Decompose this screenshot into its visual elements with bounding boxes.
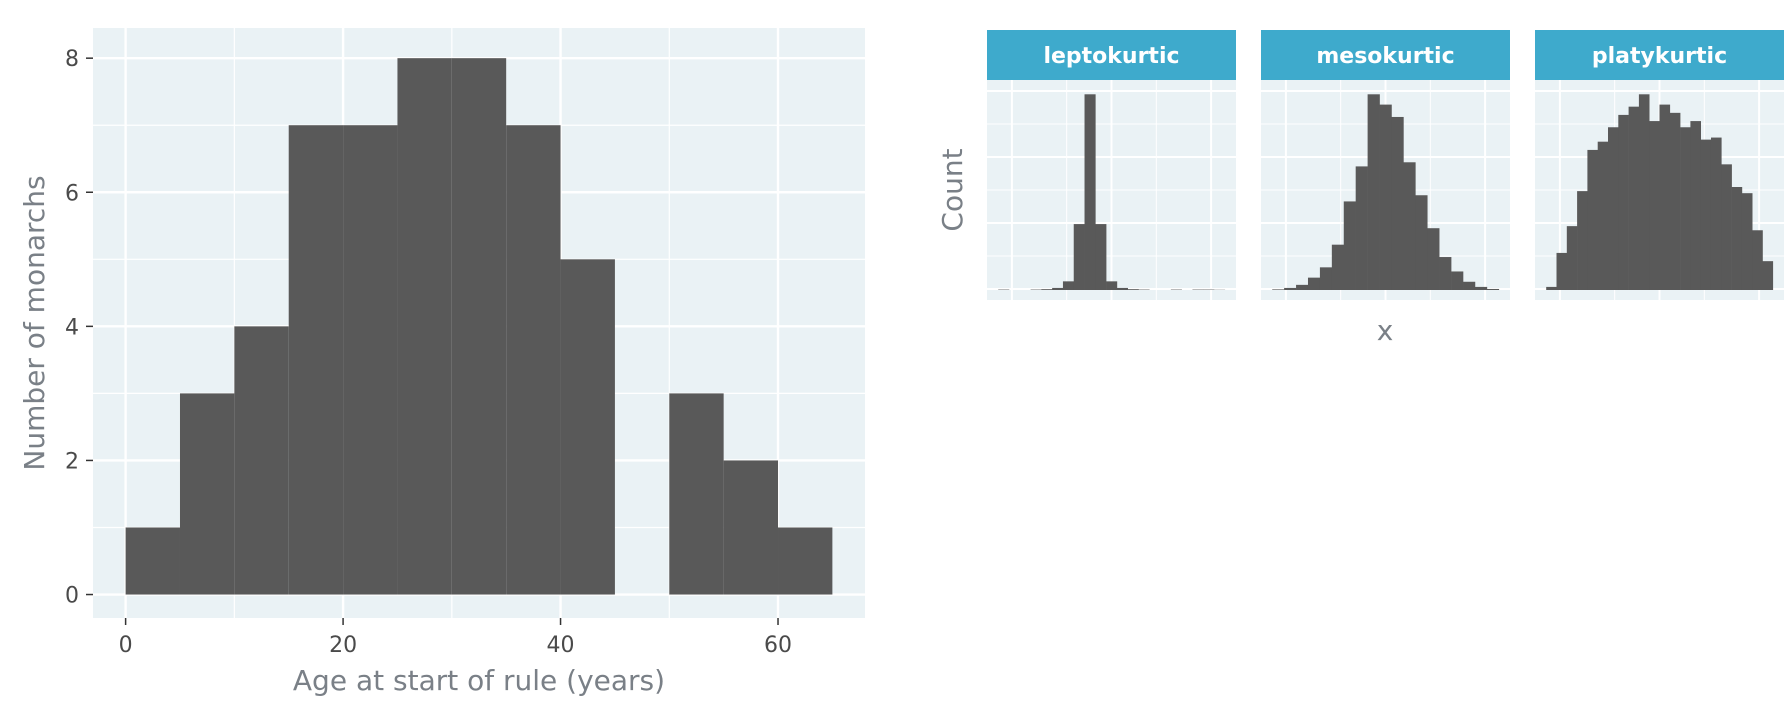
histogram-bar: [1618, 114, 1629, 291]
histogram-bar: [1608, 127, 1619, 290]
histogram-bar: [1284, 287, 1297, 290]
faceted-histograms: leptokurtic mesokurtic platykurtic x Cou…: [936, 30, 1784, 347]
histogram-bar: [1343, 201, 1356, 290]
facet-panel-platykurtic: platykurtic: [1535, 30, 1784, 300]
histogram-bar: [1319, 267, 1333, 290]
histogram-bar: [778, 527, 833, 595]
histogram-bar: [1062, 281, 1075, 290]
histogram-bars: [125, 58, 833, 595]
histogram-bar: [179, 393, 235, 595]
histogram-bar: [1427, 228, 1440, 290]
histogram-bar: [1700, 139, 1712, 290]
y-axis-ticks: 0 2 4 6 8: [65, 47, 93, 609]
histogram-bar: [1127, 289, 1139, 290]
histogram-bar: [1721, 164, 1732, 290]
histogram-bar: [1391, 116, 1404, 291]
facet-strip: [1535, 30, 1784, 80]
histogram-bar: [1577, 191, 1588, 290]
facet-strip: [987, 30, 1236, 80]
histogram-bar: [1566, 226, 1578, 290]
y-tick-label: 6: [65, 181, 79, 206]
x-axis-title: Age at start of rule (years): [293, 664, 665, 697]
x-tick-label: 40: [547, 633, 575, 658]
histogram-bar: [1451, 271, 1464, 290]
histogram-bar: [560, 259, 615, 595]
histogram-bar: [1355, 166, 1368, 290]
x-tick-label: 0: [119, 633, 133, 658]
histogram-bar: [397, 58, 452, 595]
histogram-bar: [1752, 230, 1763, 290]
histogram-bar: [1731, 187, 1743, 290]
y-tick-label: 8: [65, 47, 79, 72]
histogram-bar: [1331, 244, 1345, 290]
facet-x-axis-title: x: [1377, 314, 1394, 347]
histogram-bar: [1546, 286, 1557, 290]
histogram-bar: [1403, 162, 1416, 290]
y-tick-label: 2: [65, 449, 79, 474]
left-histogram: 0 20 40 60 0 2 4 6 8 Age at start of rule (year…: [18, 28, 865, 697]
histogram-bar: [1710, 137, 1722, 290]
histogram-bar: [1272, 289, 1285, 290]
histogram-bar: [1690, 121, 1701, 290]
histogram-bar: [1379, 104, 1392, 290]
facet-strip-label: leptokurtic: [1043, 44, 1179, 69]
histogram-bar: [1669, 112, 1681, 290]
histogram-bar: [1741, 193, 1753, 290]
histogram-bar: [1762, 261, 1774, 290]
histogram-bar: [1041, 289, 1053, 290]
histogram-bar: [1084, 94, 1096, 290]
histogram-bar: [1307, 277, 1321, 290]
histogram-bar: [1095, 224, 1107, 290]
facet-strip-label: mesokurtic: [1316, 44, 1454, 69]
y-axis-title: Number of monarchs: [18, 175, 51, 470]
histogram-bar: [1486, 288, 1500, 290]
histogram-bar: [343, 125, 398, 595]
x-tick-label: 20: [329, 633, 357, 658]
histogram-bar: [1296, 284, 1309, 290]
histogram-bar: [1116, 287, 1128, 290]
histogram-bar: [1073, 224, 1085, 290]
histogram-bar: [125, 527, 180, 595]
histogram-bar: [669, 393, 724, 595]
histogram-bar: [288, 125, 344, 595]
x-tick-label: 60: [764, 633, 792, 658]
histogram-bar: [1659, 104, 1671, 290]
histogram-bar: [1106, 281, 1118, 290]
histogram-bar: [1463, 281, 1476, 290]
histogram-bar: [1587, 149, 1599, 290]
histogram-bar: [1597, 141, 1609, 290]
histogram-bar: [1367, 94, 1380, 290]
histogram-bar: [1415, 195, 1428, 290]
x-axis-ticks: 0 20 40 60: [119, 618, 792, 658]
histogram-bar: [1052, 287, 1064, 290]
histogram-bar: [506, 125, 561, 595]
facet-panel-mesokurtic: mesokurtic: [1261, 30, 1510, 300]
facet-strip-label: platykurtic: [1592, 44, 1727, 69]
histogram-bar: [234, 326, 289, 595]
facet-panel-leptokurtic: leptokurtic: [987, 30, 1236, 300]
y-tick-label: 0: [65, 584, 79, 609]
y-tick-label: 4: [65, 315, 79, 340]
histogram-bar: [451, 58, 507, 595]
histogram-bar: [1439, 257, 1452, 290]
histogram-bar: [723, 460, 779, 595]
histogram-bar: [1474, 286, 1488, 290]
histogram-bar: [1556, 252, 1568, 290]
histogram-bar: [1649, 121, 1660, 290]
facet-strip: [1261, 30, 1510, 80]
histogram-bar: [1638, 94, 1650, 290]
histogram-bar: [1680, 127, 1691, 290]
facet-y-axis-title: Count: [936, 148, 969, 231]
histogram-bar: [1628, 106, 1640, 290]
